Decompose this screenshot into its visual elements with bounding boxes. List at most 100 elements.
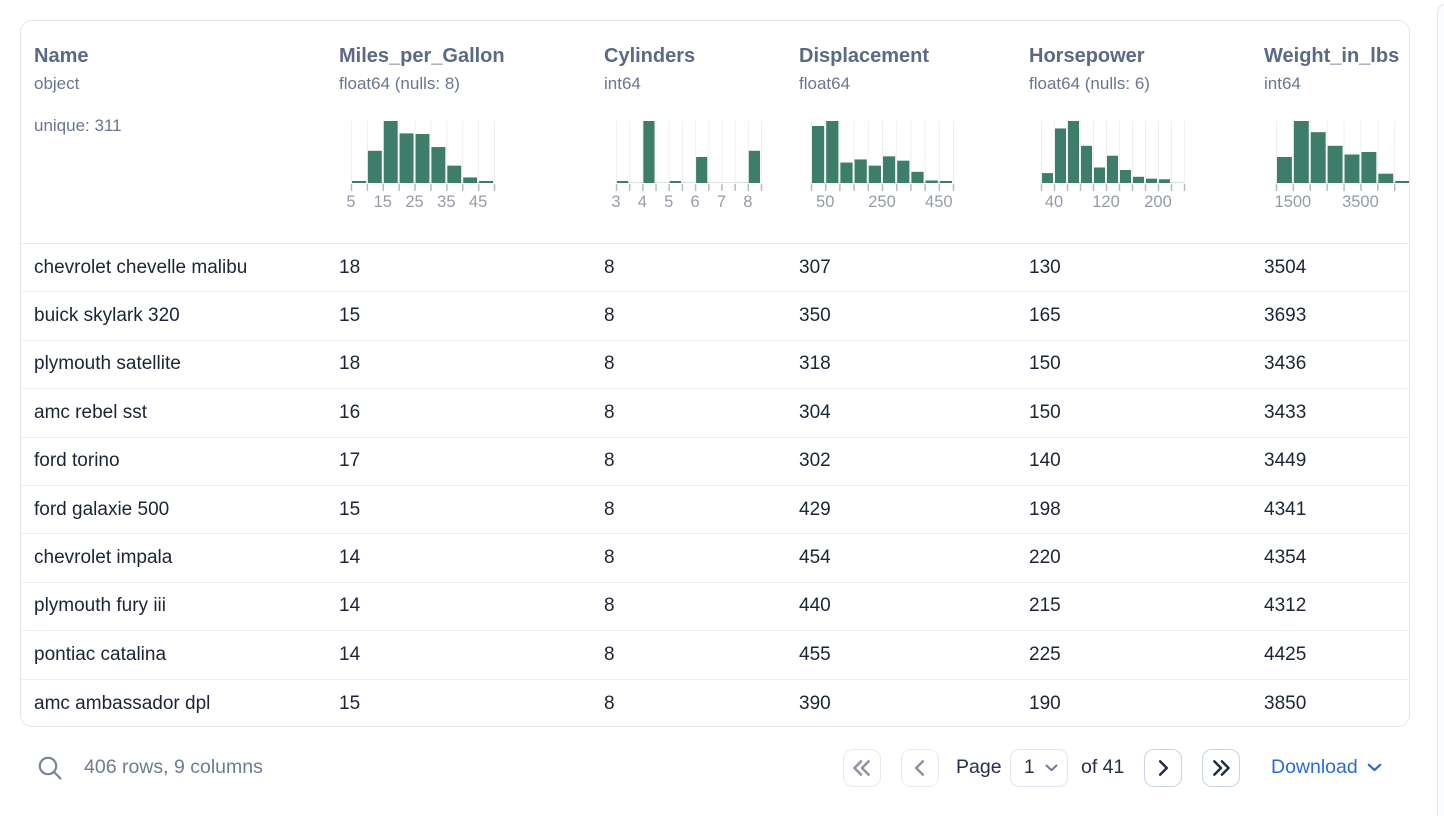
axis-tick-label: 25: [405, 193, 423, 211]
last-page-button[interactable]: [1202, 749, 1240, 787]
miles-per-gallon-histogram[interactable]: 5 15 25 35 45: [339, 117, 506, 217]
table-cell: chevrolet chevelle malibu: [34, 256, 248, 278]
prev-page-button[interactable]: [901, 749, 939, 787]
table-cell: 3436: [1264, 353, 1307, 375]
table-cell: plymouth fury iii: [34, 595, 166, 617]
table-row[interactable]: chevrolet impala 14 8 454 220 4354: [21, 534, 1409, 583]
table-cell: 4425: [1264, 643, 1307, 665]
table-row[interactable]: chevrolet chevelle malibu 18 8 307 130 3504: [21, 244, 1409, 293]
column-dtype: int64: [1264, 74, 1301, 93]
table-cell: 18: [339, 256, 361, 278]
table-cell: 8: [604, 595, 615, 617]
axis-tick-label: 1500: [1275, 193, 1312, 211]
table-cell: 150: [1029, 353, 1061, 375]
table-cell: 3504: [1264, 256, 1307, 278]
axis-tick-label: 450: [925, 193, 953, 211]
table-cell: 318: [799, 353, 831, 375]
table-cell: 4341: [1264, 498, 1307, 520]
first-page-button[interactable]: [843, 749, 881, 787]
axis-tick-label: 120: [1092, 193, 1120, 211]
column-title[interactable]: Horsepower: [1029, 45, 1145, 67]
next-page-button[interactable]: [1144, 749, 1182, 787]
table-cell: 8: [604, 450, 615, 472]
axis-tick-label: 4: [638, 193, 647, 211]
axis-tick-label: 5: [346, 193, 355, 211]
chevron-down-icon: [1045, 764, 1058, 772]
download-button[interactable]: Download: [1271, 756, 1382, 779]
table-cell: 3850: [1264, 692, 1307, 714]
table-cell: 8: [604, 643, 615, 665]
table-cell: 17: [339, 450, 361, 472]
axis-tick-label: 15: [374, 193, 392, 211]
column-header-weight-in-lbs: Weight_in_lbs int64 150035005500: [1251, 21, 1410, 243]
table-cell: 350: [799, 305, 831, 327]
table-cell: 15: [339, 305, 361, 327]
table-cell: 4312: [1264, 595, 1307, 617]
table-cell: ford torino: [34, 450, 120, 472]
column-title[interactable]: Weight_in_lbs: [1264, 45, 1400, 67]
table-cell: 130: [1029, 256, 1061, 278]
table-cell: plymouth satellite: [34, 353, 181, 375]
column-title[interactable]: Name: [34, 45, 89, 67]
table-row[interactable]: amc rebel sst 16 8 304 150 3433: [21, 389, 1409, 438]
displacement-histogram[interactable]: 50 250 450: [799, 117, 965, 217]
table-cell: 304: [799, 401, 831, 423]
table-cell: 8: [604, 692, 615, 714]
table-cell: 220: [1029, 547, 1061, 569]
table-cell: 15: [339, 692, 361, 714]
table-row[interactable]: ford torino 17 8 302 140 3449: [21, 438, 1409, 486]
page-select-value: 1: [1024, 757, 1035, 778]
column-header-miles-per-gallon: Miles_per_Gallon float64 (nulls: 8) 5 15 25 3…: [326, 21, 591, 243]
table-cell: 3449: [1264, 450, 1307, 472]
chevron-right-icon: [1158, 760, 1169, 776]
row-count-summary: 406 rows, 9 columns: [84, 756, 263, 778]
table-cell: 4354: [1264, 547, 1307, 569]
table-cell: pontiac catalina: [34, 643, 167, 665]
adjacent-card-edge: [1437, 3, 1444, 816]
table-row[interactable]: buick skylark 320 15 8 350 165 3693: [21, 292, 1409, 341]
download-label: Download: [1271, 756, 1358, 778]
table-row[interactable]: plymouth satellite 18 8 318 150 3436: [21, 341, 1409, 390]
axis-tick-label: 50: [816, 193, 834, 211]
column-dtype: object: [34, 74, 80, 93]
axis-tick-label: 250: [868, 193, 896, 211]
table-cell: 150: [1029, 401, 1061, 423]
double-chevron-left-icon: [853, 760, 870, 776]
data-table-card: Name object unique: 311 Miles_per_Gallon flo…: [20, 20, 1410, 727]
table-cell: 440: [799, 595, 831, 617]
horsepower-histogram[interactable]: 40 120 200: [1029, 117, 1196, 217]
axis-tick-label: 6: [690, 193, 699, 211]
table-cell: 215: [1029, 595, 1061, 617]
table-row[interactable]: plymouth fury iii 14 8 440 215 4312: [21, 583, 1409, 632]
column-dtype: float64 (nulls: 6): [1029, 74, 1150, 93]
chevron-down-icon: [1367, 763, 1382, 772]
axis-tick-label: 7: [717, 193, 726, 211]
column-title[interactable]: Miles_per_Gallon: [339, 45, 505, 67]
table-row[interactable]: ford galaxie 500 15 8 429 198 4341: [21, 486, 1409, 535]
axis-tick-label: 200: [1144, 193, 1172, 211]
table-cell: buick skylark 320: [34, 305, 180, 327]
table-cell: 454: [799, 547, 831, 569]
table-cell: 307: [799, 256, 831, 278]
search-icon[interactable]: [36, 754, 64, 782]
chevron-left-icon: [914, 760, 925, 776]
column-title[interactable]: Displacement: [799, 45, 930, 67]
column-title[interactable]: Cylinders: [604, 45, 696, 67]
column-header-cylinders: Cylinders int64 3 4 5 6 7 8: [591, 21, 786, 243]
table-row[interactable]: pontiac catalina 14 8 455 225 4425: [21, 631, 1409, 680]
table-body: chevrolet chevelle malibu 18 8 307 130 3504 bu…: [21, 244, 1409, 726]
table-cell: 225: [1029, 643, 1061, 665]
table-cell: 16: [339, 401, 361, 423]
table-cell: 3693: [1264, 305, 1307, 327]
table-cell: 165: [1029, 305, 1061, 327]
table-cell: 8: [604, 401, 615, 423]
weight-in-lbs-histogram[interactable]: 150035005500: [1264, 117, 1410, 217]
table-cell: chevrolet impala: [34, 547, 173, 569]
table-cell: 14: [339, 643, 361, 665]
table-cell: 14: [339, 547, 361, 569]
table-cell: 8: [604, 353, 615, 375]
page-select[interactable]: 1: [1010, 749, 1068, 787]
table-row[interactable]: amc ambassador dpl 15 8 390 190 3850: [21, 680, 1409, 726]
table-cell: ford galaxie 500: [34, 498, 170, 520]
